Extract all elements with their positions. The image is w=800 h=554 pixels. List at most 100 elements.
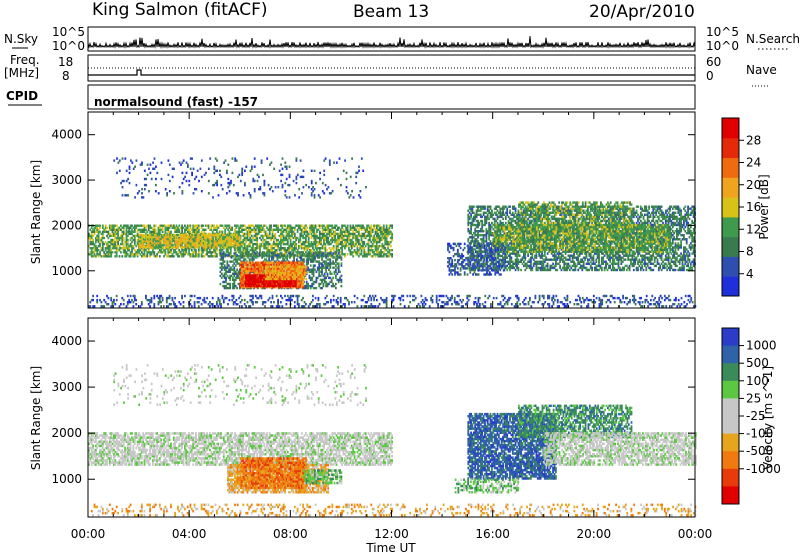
data-cell [176,225,178,227]
data-cell [286,178,288,180]
data-cell [141,192,143,194]
data-cell [323,170,325,172]
data-cell [341,281,343,283]
data-cell [129,166,131,168]
data-cell [165,225,167,227]
cpid-panel: CPID normalsound (fast) -157 [6,85,695,109]
data-cell [344,225,346,227]
data-cell [265,231,267,233]
data-cell [134,241,136,243]
data-cell [128,247,130,249]
data-cell [134,196,136,198]
data-cell [136,159,138,161]
data-cell [230,182,232,184]
data-cell [162,227,164,229]
data-cell [127,178,129,180]
data-cell [310,264,312,266]
data-cell [237,246,239,248]
data-cell [127,194,129,196]
data-cell [121,255,123,257]
data-cell [323,225,325,227]
data-cell [314,188,316,190]
data-cell [295,243,297,245]
data-cell [239,236,241,238]
data-cell [348,196,350,198]
data-cell [344,253,346,255]
data-cell [173,225,175,227]
data-cell [280,164,282,166]
data-cell [216,170,218,172]
data-cell [320,241,322,243]
data-cell [284,182,286,184]
data-cell [195,249,197,251]
data-cell [290,237,292,239]
data-cell [315,182,317,184]
data-cell [391,227,393,229]
data-cell [173,255,175,257]
nsearch-label: N.Search [746,32,800,46]
cpid-text: normalsound (fast) -157 [94,95,258,109]
data-cell [232,157,234,159]
data-cell [141,162,143,164]
data-cell [240,180,242,182]
data-cell [254,157,256,159]
data-cell [143,244,145,246]
data-cell [185,234,187,236]
data-cell [314,196,316,198]
data-cell [282,174,284,176]
data-cell [236,287,238,289]
data-cell [145,227,147,229]
data-cell [305,266,307,268]
data-cell [123,227,125,229]
data-cell [155,229,157,231]
data-cell [353,196,355,198]
data-cell [201,190,203,192]
data-cell [483,230,485,232]
data-cell [257,180,259,182]
data-cell [155,225,157,227]
data-cell [226,192,228,194]
nsky-tick-bottom: 10^0 [52,39,85,53]
data-cell [148,168,150,170]
data-cell [134,249,136,251]
data-cell [282,168,284,170]
data-cell [311,237,313,239]
data-cell [229,225,231,227]
data-cell [216,159,218,161]
data-cell [314,269,316,271]
data-cell [205,246,207,248]
data-cell [236,159,238,161]
data-cell [241,168,243,170]
data-cell [294,227,296,229]
data-cell [226,234,228,236]
data-cell [284,194,286,196]
data-cell [251,168,253,170]
data-cell [222,188,224,190]
data-cell [251,166,253,168]
data-cell [336,162,338,164]
data-cell [338,262,340,264]
data-cell [155,190,157,192]
data-cell [259,247,261,249]
data-cell [213,225,215,227]
data-cell [481,226,483,228]
data-cell [229,190,231,192]
data-cell [391,249,393,251]
data-cell [193,168,195,170]
data-cell [169,227,171,229]
data-cell [481,216,483,218]
data-cell [296,258,298,260]
freq-tick-bottom: 8 [62,69,70,83]
data-cell [298,247,300,249]
data-cell [273,168,275,170]
data-cell [350,194,352,196]
data-cell [198,180,200,182]
data-cell [158,234,160,236]
data-cell [138,190,140,192]
data-cell [328,186,330,188]
data-cell [147,174,149,176]
data-cell [358,170,360,172]
data-cell [169,180,171,182]
data-cell [134,166,136,168]
